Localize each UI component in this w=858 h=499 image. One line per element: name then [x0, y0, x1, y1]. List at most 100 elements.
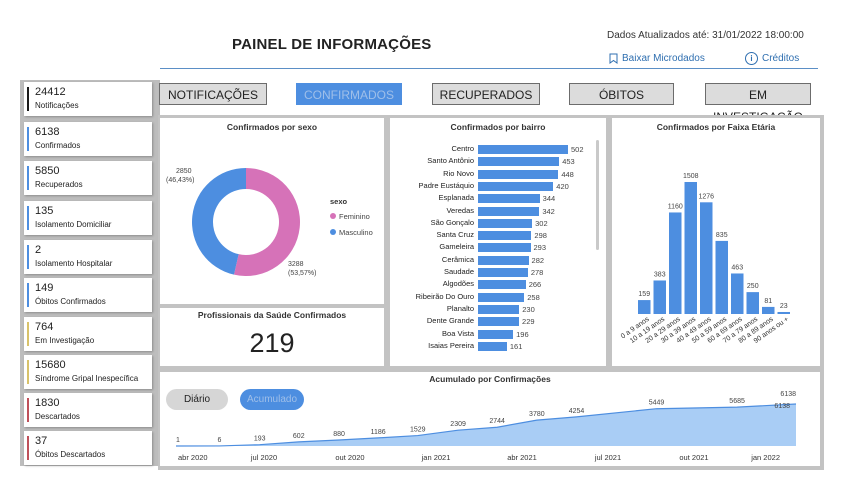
stat-label: Síndrome Gripal Inespecífica: [35, 374, 139, 383]
credits-link[interactable]: i Créditos: [745, 52, 799, 65]
daily-toggle-button[interactable]: Diário: [166, 389, 228, 410]
stat-card-recuperados: 5850 Recuperados: [24, 161, 152, 195]
tab-recuperados[interactable]: RECUPERADOS: [432, 83, 540, 105]
point-value-label: 6138: [780, 391, 796, 398]
stat-value: 5850: [35, 165, 60, 177]
bar-value-label: 278: [530, 268, 544, 277]
stat-label: Isolamento Hospitalar: [35, 259, 113, 268]
bar-value-label: 23: [780, 303, 788, 310]
bar-value-label: 250: [747, 283, 759, 290]
stat-label: Em Investigação: [35, 336, 95, 345]
point-value-label: 4254: [569, 408, 585, 415]
legend-title: sexo: [330, 197, 348, 206]
donut-value-label: 2850: [176, 168, 192, 175]
bairro-bar[interactable]: [478, 304, 520, 314]
x-tick-label: jan 2021: [421, 453, 451, 462]
point-value-label: 6: [217, 437, 221, 444]
tab-confirmados[interactable]: CONFIRMADOS: [296, 83, 402, 105]
bairro-bar[interactable]: [478, 145, 568, 154]
last-updated-text: Dados Atualizados até: 31/01/2022 18:00:…: [607, 30, 804, 41]
bairro-bar[interactable]: [478, 255, 529, 265]
bar-value-label: 293: [533, 243, 547, 253]
bar-value-label: 282: [531, 255, 545, 265]
cumulative-area: [176, 404, 796, 446]
point-value-label: 1186: [371, 429, 386, 436]
age-bar[interactable]: [669, 212, 682, 314]
scrollbar[interactable]: [596, 140, 599, 250]
age-bar[interactable]: [746, 292, 760, 314]
point-value-label: 3780: [529, 411, 545, 418]
cumulative-toggle-button[interactable]: Acumulado: [240, 389, 304, 410]
age-bar[interactable]: [715, 240, 729, 314]
bairro-bar[interactable]: [478, 194, 540, 204]
age-bar[interactable]: [653, 280, 667, 314]
bairro-bar[interactable]: [478, 206, 540, 216]
bairro-bar-chart: Centro 502 Santo Antônio 453 Rio Novo 448 Padr…: [390, 118, 606, 366]
stat-color-bar: [27, 127, 29, 151]
bar-category-label: Dente Grande: [426, 316, 474, 326]
bairro-bar[interactable]: [478, 341, 507, 351]
download-link[interactable]: Baixar Microdados: [609, 53, 705, 64]
point-value-label: 1529: [410, 427, 426, 434]
age-bar[interactable]: [638, 300, 651, 314]
stat-value: 149: [35, 282, 54, 294]
point-value-label: 6138: [774, 403, 790, 410]
bar-value-label: 463: [731, 264, 743, 271]
age-bar[interactable]: [762, 306, 775, 314]
bairro-bar[interactable]: [478, 280, 526, 290]
point-value-label: 193: [254, 436, 266, 443]
x-tick-label: out 2021: [679, 453, 708, 462]
x-tick-label: jul 2020: [250, 453, 277, 462]
point-value-label: 2309: [450, 421, 466, 428]
bar-value-label: 302: [535, 218, 548, 228]
stat-card-obitos-confirmados: 149 Óbitos Confirmados: [24, 278, 152, 312]
donut-slice-feminino[interactable]: [233, 168, 300, 276]
bar-value-label: 342: [542, 206, 555, 216]
professionals-value: 219: [249, 328, 295, 358]
bar-value-label: 298: [534, 231, 547, 241]
stat-color-bar: [27, 166, 29, 190]
bar-category-label: Santa Cruz: [436, 230, 474, 240]
chart-title: Confirmados por bairro: [450, 122, 546, 132]
bairro-bar[interactable]: [478, 231, 532, 241]
bairro-bar[interactable]: [478, 169, 559, 179]
bairro-bar[interactable]: [478, 218, 533, 228]
age-bar[interactable]: [731, 273, 744, 314]
tab-obitos[interactable]: ÓBITOS: [569, 83, 674, 105]
point-value-label: 1: [176, 437, 180, 444]
bar-category-label: Ribeirão Do Ouro: [415, 291, 474, 301]
stat-value: 2: [35, 244, 42, 256]
point-value-label: 5449: [649, 400, 665, 407]
age-bar[interactable]: [684, 182, 698, 314]
tab-em-investigacao[interactable]: EM INVESTIGAÇÃO: [705, 83, 811, 124]
bar-category-label: Planalto: [446, 303, 474, 313]
age-bar[interactable]: [777, 311, 791, 314]
bairro-bar[interactable]: [478, 268, 528, 277]
professionals-panel: Profissionais da Saúde Confirmados 219: [160, 308, 384, 366]
donut-slice-masculino[interactable]: [192, 168, 246, 275]
stat-value: 135: [35, 205, 54, 217]
age-bar[interactable]: [700, 202, 713, 314]
info-icon: i: [745, 52, 758, 65]
stat-card-sindrome-gripal: 15680 Síndrome Gripal Inespecífica: [24, 355, 152, 389]
bairro-bar[interactable]: [478, 292, 525, 302]
x-tick-label: jan 2022: [750, 453, 780, 462]
bairro-bar[interactable]: [478, 317, 520, 327]
bairro-bar[interactable]: [478, 329, 514, 339]
stat-label: Descartados: [35, 412, 80, 421]
tab-notificacoes[interactable]: NOTIFICAÇÕES: [159, 83, 267, 105]
bar-value-label: 230: [522, 304, 535, 314]
bairro-bar[interactable]: [478, 181, 554, 191]
bar-value-label: 266: [528, 280, 542, 290]
stat-color-bar: [27, 206, 29, 230]
x-tick-label: abr 2021: [507, 453, 537, 462]
bairro-bar[interactable]: [478, 243, 531, 253]
stat-card-isolamento-domiciliar: 135 Isolamento Domiciliar: [24, 201, 152, 235]
bar-category-label: Saudade: [443, 267, 474, 276]
bairro-bar[interactable]: [478, 157, 560, 167]
legend-label: Feminino: [339, 212, 370, 221]
bar-value-label: 196: [516, 329, 529, 339]
bar-category-label: Algodões: [442, 279, 474, 289]
legend-marker: [330, 229, 336, 235]
stat-value: 764: [35, 321, 54, 333]
